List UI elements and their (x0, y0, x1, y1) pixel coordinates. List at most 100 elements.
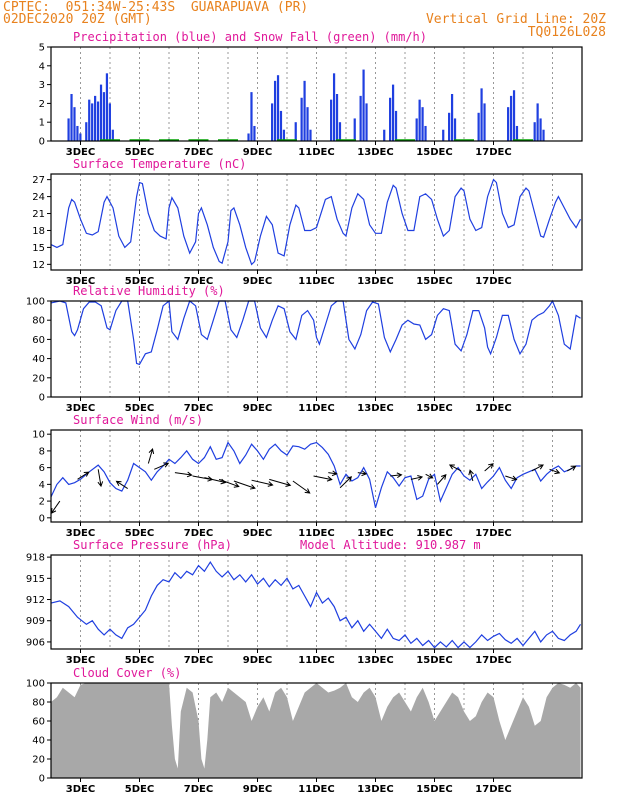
panel5-series-line (50, 560, 582, 649)
wind-vector-arrow (97, 469, 104, 488)
panel6-ytick-label: 20 (32, 755, 45, 766)
panel5-frame (50, 554, 583, 650)
header-model-code: TQ0126L028 (527, 25, 606, 40)
panel6-ytick-label: 40 (32, 736, 45, 747)
panel4-ytick-label: 2 (39, 497, 45, 508)
precip-bar (383, 129, 386, 141)
panel3-ytick-label: 20 (32, 373, 45, 384)
panel3-title: Relative Humidity (%) (73, 284, 225, 298)
panel5-ytick-label: 912 (26, 595, 45, 606)
panel2-ytick-label: 12 (32, 260, 45, 271)
precip-bar (271, 103, 274, 141)
panel2-ytick-label: 27 (32, 175, 45, 186)
panel4-xtick-label: 7DEC (184, 528, 213, 539)
panel5-title: Surface Pressure (hPa) (73, 538, 232, 552)
panel5-xtick-label: 17DEC (475, 655, 511, 666)
panel2-ytick-label: 21 (32, 209, 45, 220)
header-datetime: 02DEC2020 20Z (GMT) (3, 12, 152, 27)
precip-bar (533, 122, 536, 141)
panel3-xtick-label: 13DEC (357, 403, 393, 414)
panel3-xtick-label: 17DEC (475, 403, 511, 414)
precip-bar (362, 69, 365, 141)
panel5-ytick-label: 909 (26, 616, 45, 627)
precip-bar (294, 122, 297, 141)
precip-bar (91, 103, 94, 141)
panel2-ytick-label: 18 (32, 226, 45, 237)
panel3-series-line (50, 299, 581, 366)
precip-bar (335, 94, 339, 141)
precip-bar (282, 129, 286, 141)
panel1-title: Precipitation (blue) and Snow Fall (gree… (73, 30, 427, 44)
wind-vector-arrow (390, 472, 403, 479)
panel4-title: Surface Wind (m/s) (73, 413, 203, 427)
precip-bar (67, 118, 70, 141)
panel2-ytick-label: 15 (32, 243, 45, 254)
precip-bar (79, 133, 82, 141)
panel5-ytick-label: 906 (26, 637, 45, 648)
precip-bar (279, 110, 283, 141)
precip-bar (453, 118, 457, 141)
panel2-title: Surface Temperature (nC) (73, 157, 246, 171)
wind-vector-arrow (531, 464, 544, 472)
panel2-xtick-label: 13DEC (357, 276, 393, 287)
precip-bar (303, 80, 306, 141)
precip-bar (300, 97, 303, 141)
panel4-ytick-label: 8 (39, 446, 45, 457)
precip-bar (512, 90, 516, 141)
panel3-ytick-label: 60 (32, 335, 45, 346)
panel5-ytick-label: 918 (26, 553, 45, 564)
precip-bar (359, 95, 362, 141)
panel1-xtick-label: 7DEC (184, 147, 213, 158)
precip-bar (338, 122, 342, 141)
precip-bar (99, 84, 103, 141)
panel5-xtick-label: 5DEC (125, 655, 154, 666)
wind-vector-arrow (468, 469, 474, 482)
precip-bar (330, 99, 333, 141)
panel5-xtick-label: 9DEC (243, 655, 272, 666)
precip-bar (73, 107, 76, 141)
panel6-xtick-label: 9DEC (243, 784, 272, 795)
precip-bar (450, 94, 454, 141)
precip-bar (88, 99, 91, 141)
panel5-xtick-label: 7DEC (184, 655, 213, 666)
panel3-xtick-label: 3DEC (66, 403, 95, 414)
precip-bar (391, 84, 395, 141)
wind-vector-arrow (357, 470, 368, 477)
panel2-xtick-label: 15DEC (416, 276, 452, 287)
precip-bar (539, 118, 542, 141)
precip-bar (273, 80, 277, 141)
precip-bar (442, 129, 445, 141)
panel5-xtick-label: 13DEC (357, 655, 393, 666)
precip-bar (102, 92, 106, 141)
precip-bar (105, 73, 109, 141)
precip-bar (509, 95, 513, 141)
panel2-ytick-label: 24 (32, 192, 45, 203)
header-grid-line: Vertical Grid Line: 20Z (425, 12, 606, 27)
panel5-ytick-label: 915 (26, 574, 45, 585)
precip-bar (96, 101, 100, 141)
wind-vector-arrow (251, 479, 274, 487)
panel4-xtick-label: 9DEC (243, 528, 272, 539)
panel2-frame (50, 173, 583, 271)
wind-vector-arrow (174, 471, 193, 478)
wind-vector-arrow (328, 470, 338, 477)
wind-vector-arrow (269, 478, 292, 487)
precip-bar (415, 118, 418, 141)
panel2-xtick-label: 5DEC (125, 276, 154, 287)
precip-bar (306, 107, 309, 141)
wind-vector-arrow (505, 475, 518, 482)
precip-bar (76, 125, 79, 141)
precip-bar (276, 75, 280, 141)
panel3-ytick-label: 0 (39, 393, 45, 404)
panel6-xtick-label: 7DEC (184, 784, 213, 795)
precip-bar (250, 92, 253, 141)
precip-bar (480, 88, 483, 141)
wind-vector-arrow (567, 465, 577, 472)
precip-bar (94, 95, 97, 141)
precip-bar (111, 129, 114, 141)
wind-vector-arrow (425, 473, 434, 479)
wind-vector-arrow (549, 468, 561, 475)
panel3-ytick-label: 100 (26, 297, 45, 308)
panel1-ytick-label: 5 (39, 43, 45, 54)
wind-vector-arrow (154, 462, 170, 470)
